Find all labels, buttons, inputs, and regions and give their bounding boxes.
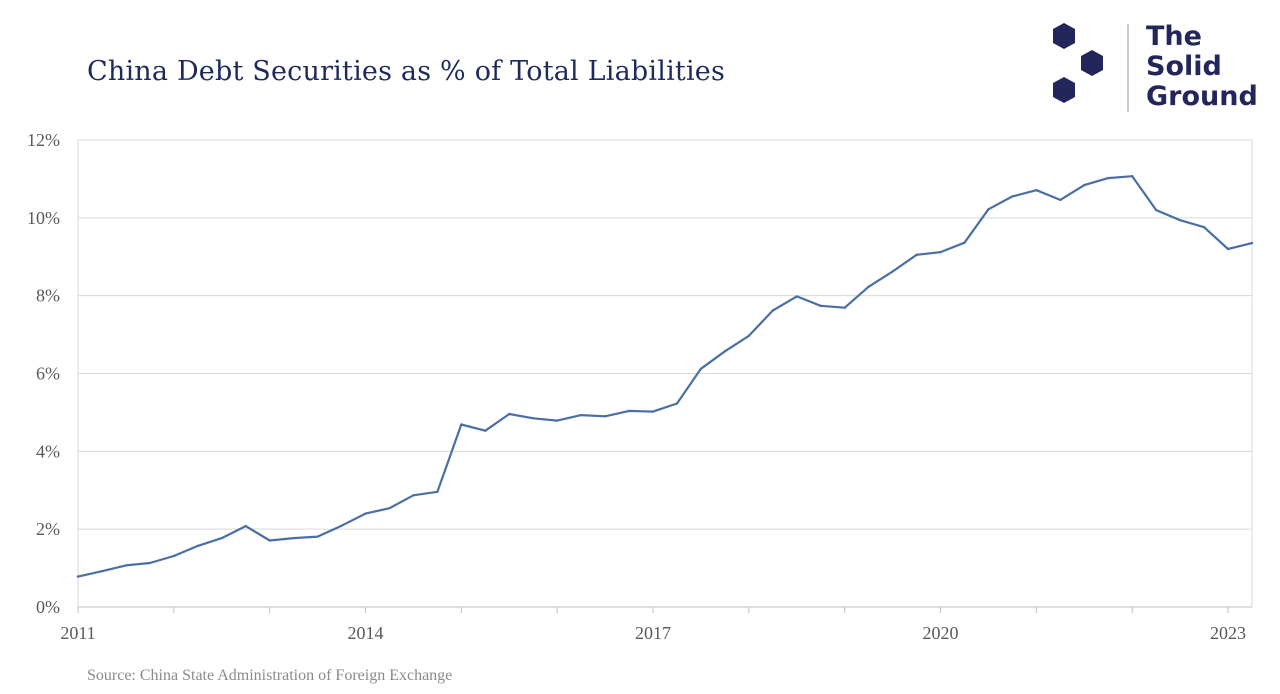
hexagon-cluster-icon — [1053, 23, 1103, 103]
data-point — [460, 423, 463, 426]
data-point — [100, 570, 104, 573]
x-tick-label: 2020 — [923, 623, 959, 643]
data-point — [436, 490, 439, 493]
data-point — [891, 270, 894, 273]
data-point — [532, 417, 535, 420]
series-group — [76, 175, 1254, 578]
data-point — [1035, 189, 1038, 192]
data-point — [843, 306, 846, 309]
data-point — [723, 350, 727, 353]
logo-divider — [1127, 24, 1129, 112]
data-point — [124, 564, 128, 567]
data-point — [1226, 247, 1230, 251]
data-point — [196, 544, 199, 548]
y-tick-label: 2% — [36, 519, 60, 539]
logo-line-2: Solid — [1146, 51, 1222, 82]
logo-line-1: The — [1146, 21, 1202, 52]
data-point — [627, 409, 631, 413]
x-tick-label: 2017 — [635, 623, 671, 643]
data-point — [1059, 198, 1062, 202]
data-point — [1202, 226, 1206, 229]
data-point — [484, 429, 487, 432]
data-point — [76, 575, 80, 578]
data-point — [1155, 208, 1158, 212]
data-point — [268, 539, 271, 542]
y-tick-label: 0% — [36, 597, 60, 617]
source-note: Source: China State Administration of Fo… — [87, 667, 453, 684]
data-point — [244, 524, 247, 528]
gridlines — [77, 139, 1253, 608]
data-point — [795, 295, 798, 298]
data-point — [364, 512, 367, 515]
y-tick-label: 4% — [36, 441, 60, 461]
x-axis: 2011 2014 2017 2020 2023 — [60, 606, 1252, 643]
logo-wordmark: The Solid Ground — [1146, 22, 1258, 112]
series-line — [76, 175, 1254, 578]
data-point — [603, 415, 607, 418]
data-point — [1107, 176, 1110, 180]
data-point — [915, 253, 918, 256]
data-point — [556, 419, 559, 422]
data-point — [508, 412, 511, 416]
data-point — [771, 309, 774, 312]
data-point — [292, 536, 295, 540]
y-tick-label: 12% — [27, 130, 60, 150]
data-point — [819, 304, 822, 307]
x-tick-label: 2014 — [348, 623, 384, 643]
data-point — [867, 285, 870, 288]
data-point — [412, 494, 415, 497]
y-tick-label: 8% — [36, 286, 60, 306]
x-tick-label: 2023 — [1210, 623, 1246, 643]
data-point — [651, 410, 655, 413]
data-point — [172, 554, 175, 558]
y-tick-label: 6% — [36, 364, 60, 384]
y-axis: 0% 2% 4% 6% 8% 10% 12% — [27, 130, 60, 617]
logo-line-3: Ground — [1146, 81, 1258, 112]
data-point — [1011, 195, 1014, 198]
data-point — [388, 507, 391, 510]
x-tick-label: 2011 — [60, 623, 95, 643]
data-point — [939, 250, 942, 254]
data-point — [1178, 219, 1182, 222]
data-point — [987, 208, 990, 211]
data-point — [340, 524, 343, 527]
data-point — [1131, 175, 1134, 178]
data-point — [747, 334, 751, 337]
data-point — [316, 535, 319, 538]
data-point — [220, 536, 223, 540]
data-point — [699, 367, 703, 370]
data-point — [1250, 241, 1254, 245]
data-point — [148, 561, 152, 565]
data-point — [963, 241, 966, 244]
chart-title: China Debt Securities as % of Total Liab… — [87, 56, 726, 87]
y-tick-label: 10% — [27, 208, 60, 228]
data-point — [1083, 183, 1086, 187]
data-point — [675, 402, 679, 405]
data-point — [579, 413, 583, 417]
